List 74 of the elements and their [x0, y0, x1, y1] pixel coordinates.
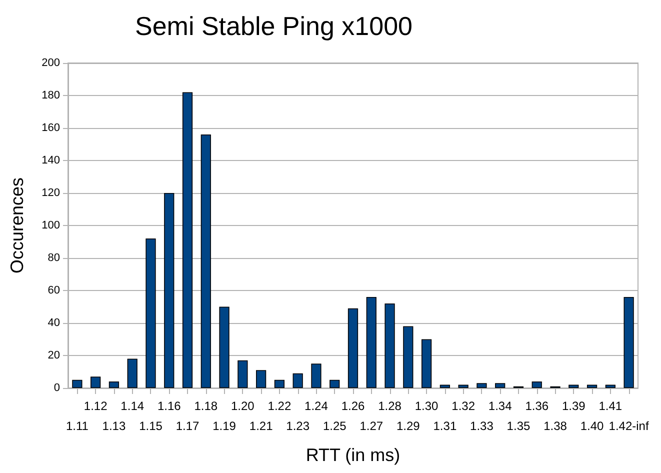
- x-tick-label: 1.31: [433, 419, 457, 433]
- bar: [532, 382, 542, 388]
- x-tick-label: 1.41: [598, 399, 622, 413]
- chart-title: Semi Stable Ping x1000: [135, 11, 413, 41]
- x-tick-label: 1.34: [488, 399, 512, 413]
- y-tick-label: 140: [42, 154, 60, 166]
- bar: [219, 306, 230, 388]
- bar: [384, 304, 395, 388]
- bar: [182, 92, 193, 388]
- bar: [495, 383, 506, 388]
- y-tick-label: 0: [54, 382, 60, 394]
- x-tick-label: 1.15: [139, 419, 163, 433]
- bar: [586, 384, 598, 388]
- bar: [458, 384, 468, 388]
- y-tick-label: 40: [48, 317, 60, 329]
- y-tick-label: 80: [48, 252, 60, 264]
- bar: [200, 134, 211, 388]
- y-tick-label: 200: [42, 57, 60, 69]
- x-tick-label: 1.33: [470, 419, 494, 433]
- x-tick-label: 1.23: [286, 419, 310, 433]
- bar: [421, 339, 432, 388]
- x-tick-label: 1.39: [562, 399, 586, 413]
- x-axis-title: RTT (in ms): [306, 445, 400, 465]
- bar: [348, 308, 358, 388]
- x-tick-label: 1.40: [580, 419, 604, 433]
- x-tick-label: 1.27: [360, 419, 384, 433]
- x-tick-label: 1.19: [212, 419, 236, 433]
- x-tick-label: 1.18: [194, 399, 218, 413]
- bar: [476, 383, 487, 388]
- bar: [568, 384, 579, 388]
- bar: [440, 384, 450, 388]
- bar: [366, 297, 376, 388]
- bar: [146, 238, 156, 388]
- bar: [330, 380, 340, 388]
- y-tick-label: 20: [48, 350, 60, 362]
- bar: [238, 360, 248, 388]
- x-tick-label: 1.36: [525, 399, 549, 413]
- bar: [90, 376, 101, 388]
- x-tick-label: 1.20: [231, 399, 255, 413]
- x-tick-label: 1.35: [506, 419, 530, 433]
- x-tick-label: 1.21: [249, 419, 274, 433]
- x-tick-label: 1.42-inf: [608, 419, 650, 433]
- x-tick-label: 1.17: [176, 419, 200, 433]
- y-tick-label: 60: [48, 284, 60, 296]
- x-tick-label: 1.32: [452, 399, 476, 413]
- bar: [624, 297, 634, 388]
- x-tick-label: 1.16: [157, 399, 182, 413]
- bar: [256, 370, 266, 388]
- x-tick-label: 1.24: [304, 399, 328, 413]
- y-tick-label: 180: [42, 90, 60, 102]
- bar: [127, 358, 138, 388]
- bar: [108, 382, 120, 388]
- x-tick-label: 1.14: [120, 399, 144, 413]
- x-tick-label: 1.29: [396, 419, 420, 433]
- x-tick-label: 1.26: [341, 399, 365, 413]
- y-tick-label: 100: [42, 220, 60, 232]
- bar: [274, 380, 285, 388]
- x-tick-label: 1.25: [322, 419, 347, 433]
- x-tick-label: 1.28: [378, 399, 402, 413]
- x-tick-label: 1.13: [102, 419, 126, 433]
- bar: [292, 373, 303, 388]
- bar: [311, 364, 322, 388]
- x-tick-label: 1.11: [66, 419, 89, 433]
- bar: [164, 193, 174, 388]
- bar: [605, 384, 616, 388]
- bar: [403, 326, 414, 388]
- y-axis-title: Occurences: [7, 177, 27, 274]
- x-tick-label: 1.22: [268, 399, 292, 413]
- y-tick-label: 120: [42, 187, 60, 199]
- x-tick-label: 1.30: [414, 399, 439, 413]
- x-tick-label: 1.12: [84, 399, 108, 413]
- y-tick-label: 160: [42, 122, 60, 134]
- x-tick-label: 1.38: [544, 419, 568, 433]
- bar: [72, 380, 82, 388]
